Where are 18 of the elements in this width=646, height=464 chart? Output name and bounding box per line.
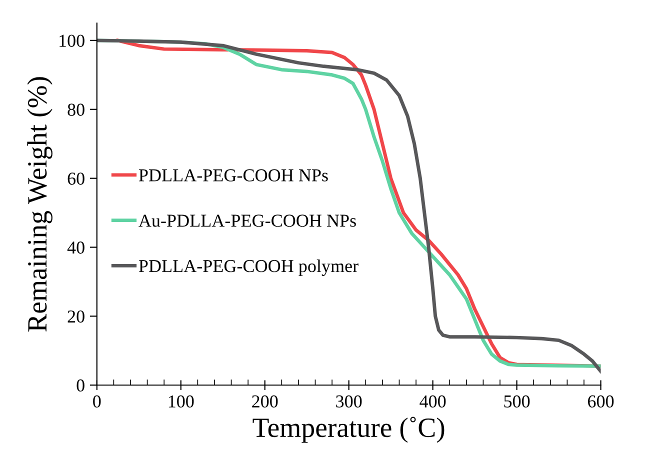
y-axis-title: Remaining Weight (%) <box>27 77 52 332</box>
legend-label: PDLLA-PEG-COOH polymer <box>138 259 358 276</box>
x-tick-label: 300 <box>336 395 362 408</box>
x-tick-label: 500 <box>504 395 530 408</box>
legend-label: Au-PDLLA-PEG-COOH NPs <box>138 214 356 227</box>
y-tick-label: 20 <box>68 310 84 323</box>
x-tick-label: 100 <box>168 395 194 408</box>
x-tick-label: 400 <box>420 395 446 408</box>
x-tick-label: 200 <box>252 395 278 408</box>
y-tick-label: 0 <box>76 379 84 392</box>
x-tick-label: 0 <box>93 395 101 408</box>
y-tick-label: 100 <box>60 34 84 47</box>
x-axis-title: Temperature (˚C) <box>252 416 444 443</box>
x-tick-label: 600 <box>588 395 614 408</box>
y-tick-label: 40 <box>67 242 84 254</box>
y-tick-label: 60 <box>68 172 84 185</box>
legend-label: PDLLA-PEG-COOH NPs <box>138 169 328 182</box>
y-tick-label: 80 <box>68 104 84 116</box>
